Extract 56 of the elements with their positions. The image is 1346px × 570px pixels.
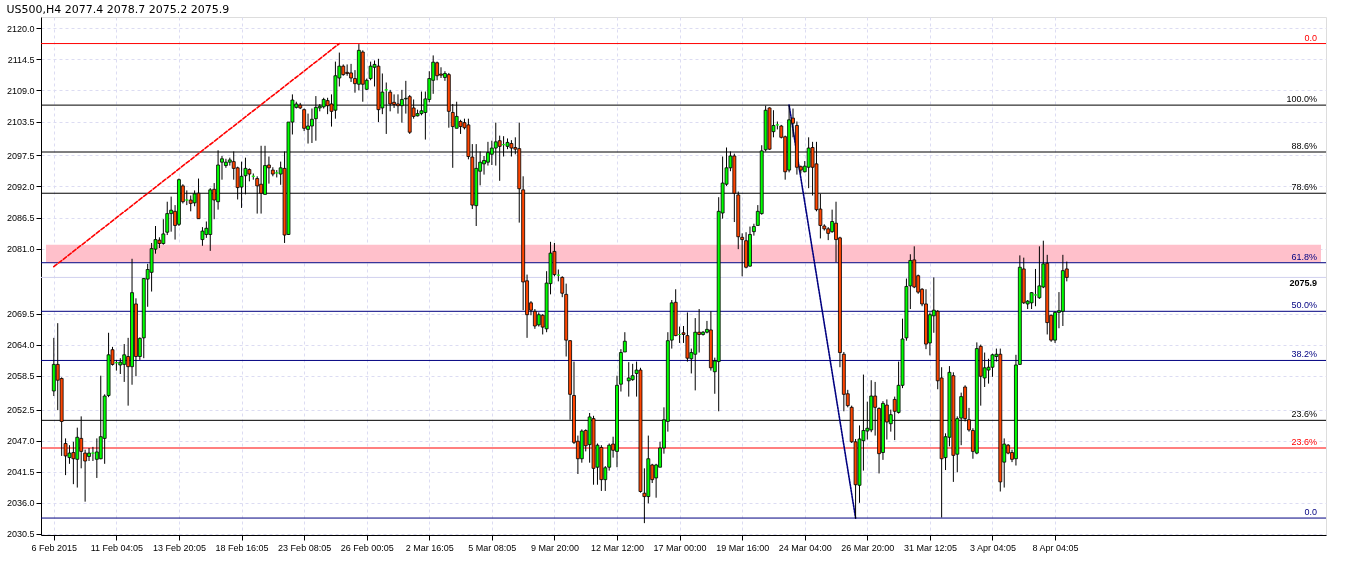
x-tick-label: 5 Mar 08:05 [468, 542, 517, 553]
annotation: 61.8% [1291, 251, 1317, 262]
y-tick-label: 2103.5 [6, 117, 35, 127]
x-tick-label: 3 Apr 04:05 [969, 542, 1016, 553]
y-tick-label: 2036.0 [6, 498, 35, 509]
annotation: 23.6% [1291, 437, 1317, 448]
annotation: 88.6% [1291, 141, 1317, 152]
y-tick-label: 2069.5 [6, 309, 35, 320]
x-tick-label: 8 Apr 04:05 [1032, 542, 1079, 553]
candlestick [71, 441, 76, 485]
x-tick-label: 26 Feb 00:05 [340, 542, 394, 553]
x-tick-label: 6 Feb 2015 [31, 542, 78, 553]
x-tick-label: 26 Mar 20:00 [841, 542, 895, 553]
x-tick-label: 17 Mar 00:00 [653, 542, 707, 553]
x-tick-label: 18 Feb 16:05 [215, 542, 269, 553]
y-tick-label: 2030.5 [6, 529, 35, 540]
y-tick-label: 2114.5 [7, 54, 35, 65]
y-tick-label: 2109.0 [6, 85, 35, 96]
x-tick-label: 2 Mar 16:05 [405, 542, 454, 553]
y-tick-label: 2041.5 [6, 467, 35, 478]
annotation: 2075.9 [1289, 278, 1317, 289]
annotation: 0.0 [1304, 507, 1317, 518]
y-tick-label: 2120.0 [6, 23, 35, 34]
y-tick-label: 2086.5 [6, 213, 35, 224]
candlestick [91, 446, 95, 462]
chart-title: US500,H4 2077.4 2078.7 2075.2 2075.9 [6, 3, 230, 16]
candlestick [439, 66, 443, 79]
x-tick-label: 13 Feb 20:05 [152, 542, 206, 553]
annotation: 100.0% [1286, 94, 1317, 105]
x-tick-label: 9 Mar 20:00 [530, 542, 579, 553]
x-tick-label: 31 Mar 12:05 [903, 542, 957, 553]
candlestick [345, 63, 350, 77]
y-tick-label: 2092.0 [6, 181, 35, 192]
y-tick-label: 2047.0 [6, 436, 35, 447]
annotation: 50.0% [1291, 300, 1317, 311]
annotation: 38.2% [1291, 349, 1317, 360]
y-tick-label: 2058.5 [6, 371, 35, 382]
candlestick [1033, 268, 1038, 307]
y-tick-label: 2081.0 [6, 244, 35, 255]
x-tick-label: 23 Feb 08:05 [278, 542, 332, 553]
x-tick-label: 24 Mar 04:00 [778, 542, 832, 553]
annotation: 23.6% [1291, 409, 1317, 420]
candlestick [986, 358, 991, 385]
annotation: 78.6% [1291, 182, 1317, 193]
candlestick [75, 427, 80, 489]
candlestick [626, 361, 631, 398]
y-tick-label: 2052.5 [6, 405, 35, 416]
candlestick [94, 437, 99, 479]
candlestick [306, 113, 310, 145]
y-tick-label: 2064.0 [6, 340, 35, 351]
candlestick [87, 447, 91, 462]
annotation: 0.0 [1304, 32, 1317, 43]
x-tick-label: 11 Feb 04:05 [90, 542, 144, 553]
x-tick-label: 19 Mar 16:00 [716, 542, 770, 553]
y-tick-label: 2097.5 [6, 150, 35, 161]
x-tick-label: 12 Mar 12:00 [590, 542, 645, 553]
